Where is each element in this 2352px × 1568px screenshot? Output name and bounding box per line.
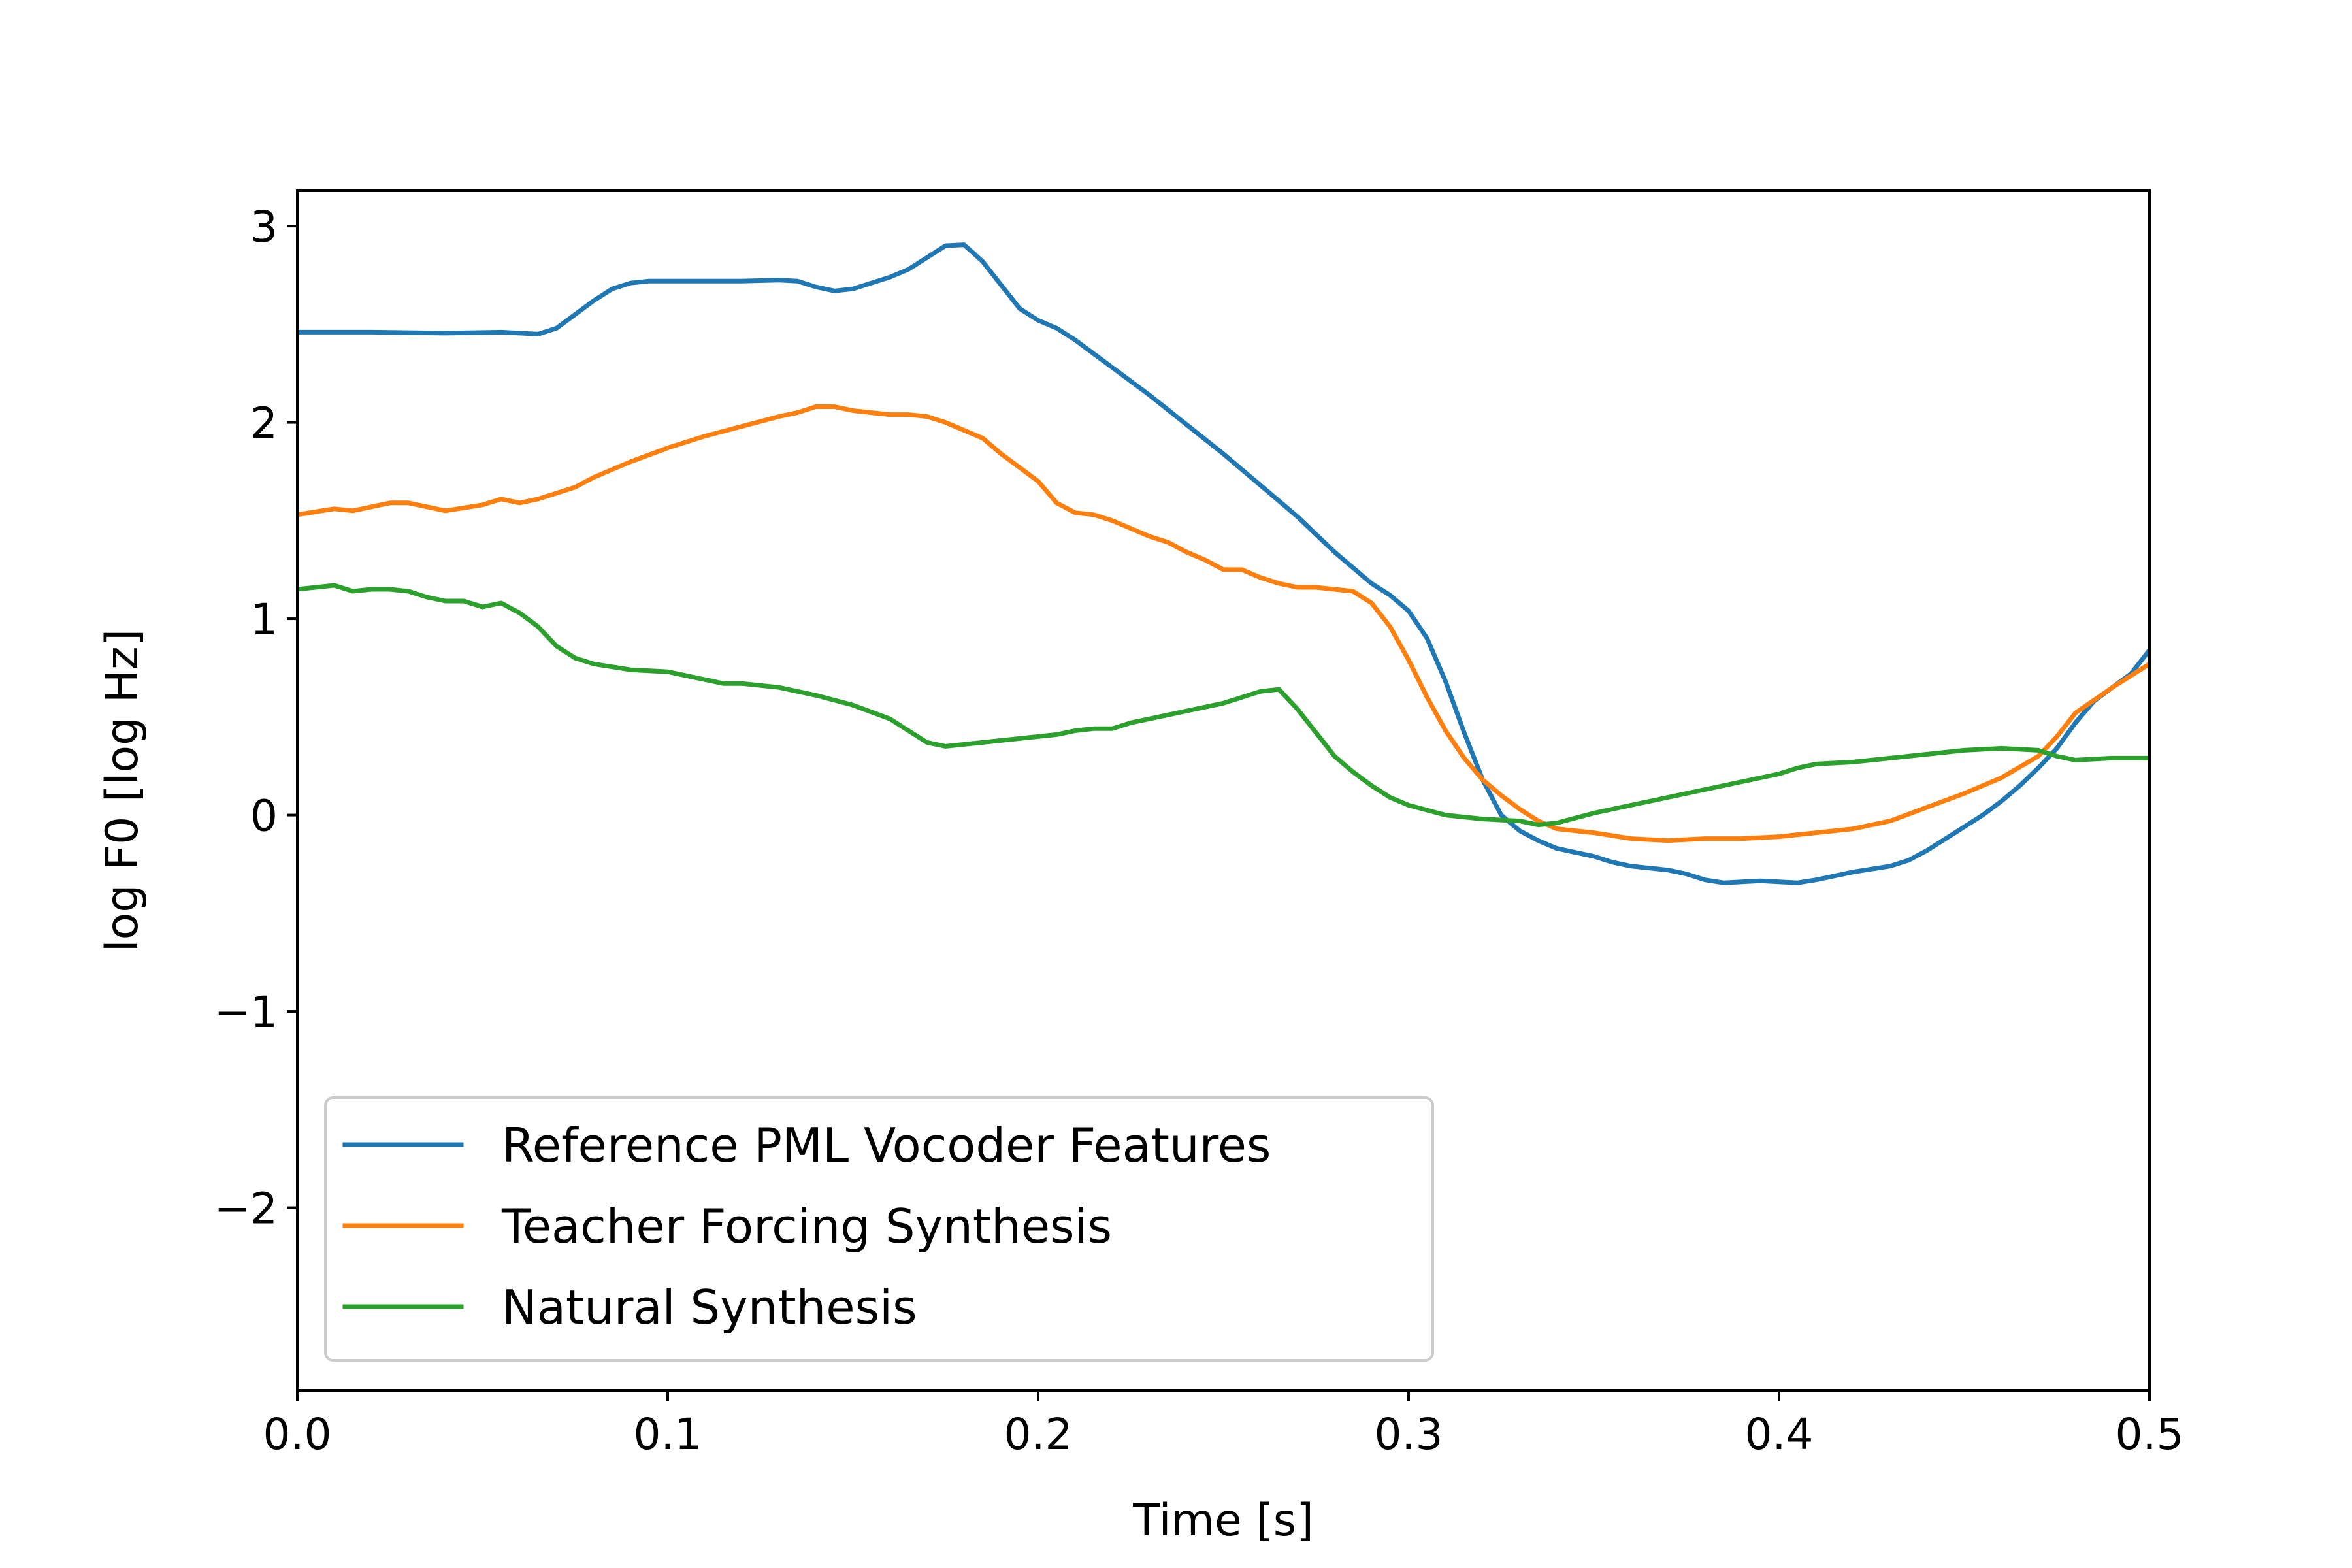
y-tick-label: 3 [250, 202, 278, 252]
y-tick-label: −1 [214, 987, 278, 1037]
legend-label-2: Teacher Forcing Synthesis [501, 1199, 1112, 1254]
y-tick-label: 0 [250, 791, 278, 841]
x-tick-label: 0.3 [1375, 1409, 1443, 1460]
series-line-3 [297, 583, 2149, 828]
x-tick-label: 0.1 [634, 1409, 702, 1460]
legend-box [324, 1096, 1434, 1362]
legend: Reference PML Vocoder Features Teacher Fo… [324, 1096, 1434, 1362]
y-tick-label: 1 [250, 595, 278, 645]
series-line-1 [297, 242, 2149, 885]
x-axis-ticks: 0.0 0.1 0.2 0.3 0.4 0.5 [263, 1390, 2184, 1460]
x-axis-label: Time [s] [1132, 1495, 1314, 1546]
y-axis-label: log F0 [log Hz] [97, 629, 148, 952]
y-tick-label: 2 [250, 399, 278, 449]
series-layer [297, 242, 2149, 885]
series-line-2 [297, 404, 2149, 843]
legend-label-3: Natural Synthesis [502, 1280, 917, 1335]
y-tick-label: −2 [214, 1184, 278, 1234]
y-axis-ticks: 3 2 1 0 −1 −2 [214, 202, 297, 1234]
x-tick-label: 0.2 [1004, 1409, 1073, 1460]
x-tick-label: 0.0 [263, 1409, 332, 1460]
x-tick-label: 0.5 [2115, 1409, 2184, 1460]
plot-frame [296, 189, 2151, 1392]
x-tick-label: 0.4 [1745, 1409, 1814, 1460]
legend-label-1: Reference PML Vocoder Features [502, 1118, 1271, 1173]
